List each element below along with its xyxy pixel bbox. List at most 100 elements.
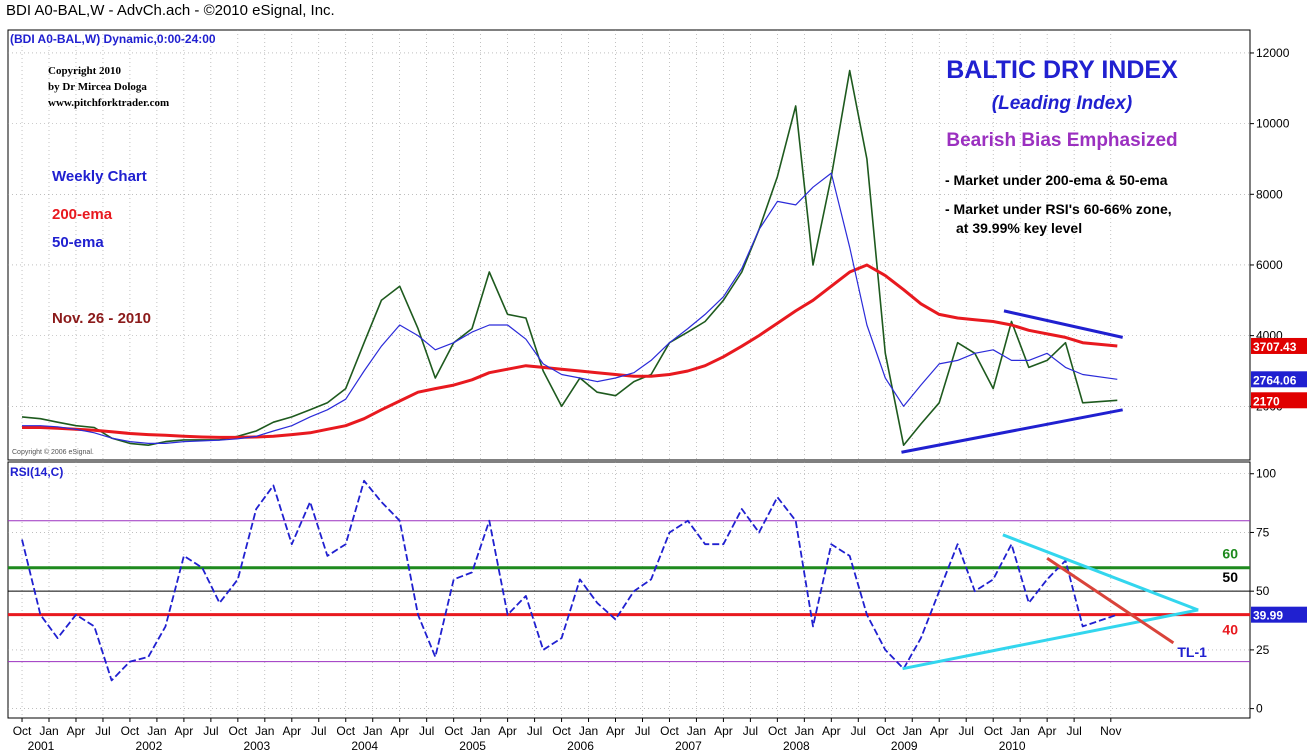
copyright-line: by Dr Mircea Dologa <box>48 81 147 93</box>
trendline <box>1046 557 1175 645</box>
year-label: 2001 <box>28 739 55 751</box>
note: Weekly Chart <box>52 168 147 185</box>
y-tick-label: 8000 <box>1256 187 1283 201</box>
year-label: 2006 <box>567 739 594 751</box>
x-tick-label: Jan <box>255 724 274 738</box>
series-line <box>21 69 1118 446</box>
x-tick-label: Jul <box>959 724 974 738</box>
series-line <box>21 479 1118 682</box>
x-tick-label: Apr <box>67 724 86 738</box>
x-tick-label: Jan <box>147 724 166 738</box>
x-tick-label: Jan <box>903 724 922 738</box>
x-tick-label: Oct <box>229 724 248 738</box>
x-tick-label: Jul <box>635 724 650 738</box>
price-panel <box>7 29 1251 461</box>
x-tick-label: Apr <box>606 724 625 738</box>
y-tick-label: 25 <box>1256 643 1270 657</box>
headline: BALTIC DRY INDEX <box>946 56 1178 84</box>
copyright-line: Copyright 2010 <box>48 65 122 77</box>
x-tick-label: Apr <box>498 724 517 738</box>
trendline-label: TL-1 <box>1177 644 1207 660</box>
last-value-box <box>1251 337 1307 354</box>
x-tick-label: Jul <box>743 724 758 738</box>
last-value-box <box>1251 371 1307 388</box>
x-tick-label: Jan <box>795 724 814 738</box>
year-label: 2010 <box>999 739 1026 751</box>
x-tick-label: Apr <box>175 724 194 738</box>
trendline <box>901 408 1123 454</box>
x-tick-label: Oct <box>660 724 679 738</box>
chart-subtitle: (BDI A0-BAL,W) Dynamic,0:00-24:00 <box>10 32 216 46</box>
x-tick-label: Oct <box>768 724 787 738</box>
bias: Bearish Bias Emphasized <box>946 130 1177 151</box>
x-tick-label: Oct <box>876 724 895 738</box>
x-tick-label: Oct <box>984 724 1003 738</box>
rsi-label: RSI(14,C) <box>10 465 63 479</box>
y-tick-label: 12000 <box>1256 46 1290 60</box>
y-tick-label: 0 <box>1256 702 1263 716</box>
year-label: 2009 <box>891 739 918 751</box>
x-tick-label: Jan <box>1010 724 1029 738</box>
bullet: at 39.99% key level <box>956 220 1082 236</box>
bullet: - Market under RSI's 60-66% zone, <box>945 201 1172 217</box>
series-line <box>22 172 1118 444</box>
series-line <box>22 263 1118 439</box>
x-tick-label: Apr <box>714 724 733 738</box>
x-tick-label: Jul <box>95 724 110 738</box>
rsi-panel <box>7 461 1251 719</box>
y-tick-label: 6000 <box>1256 258 1283 272</box>
x-tick-label: Oct <box>121 724 140 738</box>
x-tick-label: Jul <box>203 724 218 738</box>
x-tick-label: Jul <box>1066 724 1081 738</box>
x-tick-label: Jul <box>419 724 434 738</box>
y-tick-label: 50 <box>1256 584 1270 598</box>
note: Nov. 26 - 2010 <box>52 310 151 327</box>
x-tick-label: Apr <box>930 724 949 738</box>
level-label: 50 <box>1222 569 1238 585</box>
level-label: 40 <box>1222 622 1238 638</box>
last-value-label: 3707.43 <box>1253 340 1297 354</box>
x-tick-label: Apr <box>282 724 301 738</box>
x-tick-label: Jan <box>471 724 490 738</box>
series-label: 50-ema <box>52 234 104 251</box>
last-value-box <box>1251 606 1307 623</box>
x-tick-label: Oct <box>444 724 463 738</box>
x-tick-label: Oct <box>552 724 571 738</box>
chart-title: BDI A0-BAL,W - AdvCh.ach - ©2010 eSignal… <box>6 2 335 19</box>
year-label: 2003 <box>243 739 270 751</box>
x-tick-label: Jul <box>851 724 866 738</box>
year-label: 2004 <box>351 739 378 751</box>
marks <box>8 69 1250 682</box>
year-label: 2007 <box>675 739 702 751</box>
x-tick-label: Jan <box>579 724 598 738</box>
y-tick-label: 100 <box>1256 467 1276 481</box>
year-label: 2002 <box>136 739 163 751</box>
level-label: 60 <box>1222 546 1238 562</box>
year-label: 2008 <box>783 739 810 751</box>
last-value-label: 2170 <box>1253 394 1280 408</box>
x-tick-label: Oct <box>13 724 32 738</box>
x-tick-label: Jan <box>39 724 58 738</box>
x-tick-label: Apr <box>390 724 409 738</box>
x-tick-label: Apr <box>822 724 841 738</box>
x-tick-label: Jul <box>311 724 326 738</box>
x-tick-label: Nov <box>1100 724 1121 738</box>
y-tick-label: 75 <box>1256 525 1270 539</box>
x-tick-label: Oct <box>336 724 355 738</box>
year-label: 2005 <box>459 739 486 751</box>
x-tick-label: Jul <box>527 724 542 738</box>
bullet: - Market under 200-ema & 50-ema <box>945 172 1168 188</box>
x-tick-label: Apr <box>1038 724 1057 738</box>
last-value-label: 39.99 <box>1253 609 1283 623</box>
last-value-box <box>1251 392 1307 409</box>
x-tick-label: Jan <box>687 724 706 738</box>
last-value-label: 2764.06 <box>1253 373 1297 387</box>
y-tick-label: 10000 <box>1256 117 1290 131</box>
x-tick-label: Jan <box>363 724 382 738</box>
trendline <box>1002 533 1199 612</box>
trendline <box>902 608 1199 671</box>
copyright-line: www.pitchforktrader.com <box>48 97 169 109</box>
subheadline: (Leading Index) <box>992 93 1132 114</box>
